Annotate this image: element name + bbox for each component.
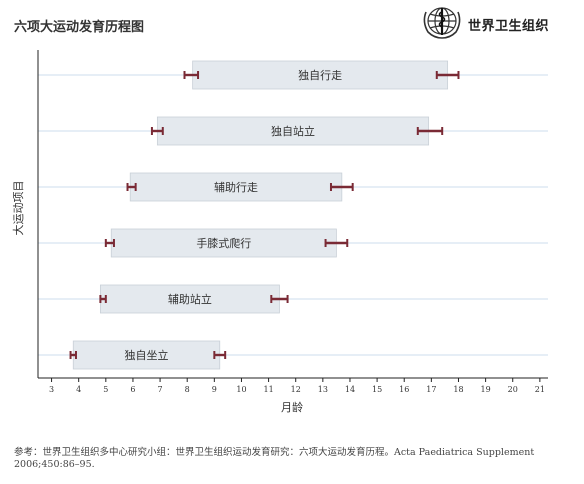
- x-tick-label: 20: [508, 385, 518, 394]
- x-tick-label: 16: [399, 385, 409, 394]
- x-tick-label: 19: [481, 385, 491, 394]
- bar-label: 手膝式爬行: [196, 236, 251, 250]
- bar-label: 独自行走: [298, 69, 342, 82]
- x-tick-label: 10: [236, 385, 246, 394]
- bar-label: 独自站立: [271, 124, 315, 138]
- chart-title: 六项大运动发育历程图: [14, 20, 145, 35]
- x-tick-label: 3: [49, 385, 54, 394]
- range-bar: [99, 284, 280, 314]
- x-tick-label: 11: [263, 385, 273, 394]
- organization-name: 世界卫生组织: [468, 19, 550, 34]
- x-tick-label: 6: [130, 385, 135, 394]
- reference-note: 参考：世界卫生组织多中心研究小组：世界卫生组织运动发育研究：六项大运动发育历程。…: [14, 447, 535, 470]
- x-tick-label: 18: [453, 385, 463, 394]
- x-tick-label: 14: [345, 385, 355, 394]
- x-tick-label: 4: [76, 385, 81, 394]
- x-axis-title: 月龄: [281, 400, 303, 414]
- x-tick-label: 7: [158, 385, 163, 394]
- x-tick-label: 15: [372, 385, 382, 394]
- x-tick-label: 9: [212, 385, 217, 394]
- who-emblem-icon: [423, 7, 461, 39]
- x-tick-label: 21: [535, 385, 545, 394]
- x-tick-label: 13: [318, 385, 328, 394]
- y-axis-title: 大运动项目: [11, 181, 25, 236]
- x-tick-label: 8: [185, 385, 190, 394]
- x-tick-label: 17: [426, 385, 436, 394]
- range-bar: [156, 116, 430, 146]
- bar-label: 独自坐立: [125, 348, 169, 362]
- range-bar: [192, 60, 449, 90]
- bar-label: 辅助行走: [214, 180, 258, 194]
- bar-label: 辅助站立: [168, 292, 212, 306]
- x-tick-label: 5: [103, 385, 108, 394]
- x-tick-label: 12: [291, 385, 301, 394]
